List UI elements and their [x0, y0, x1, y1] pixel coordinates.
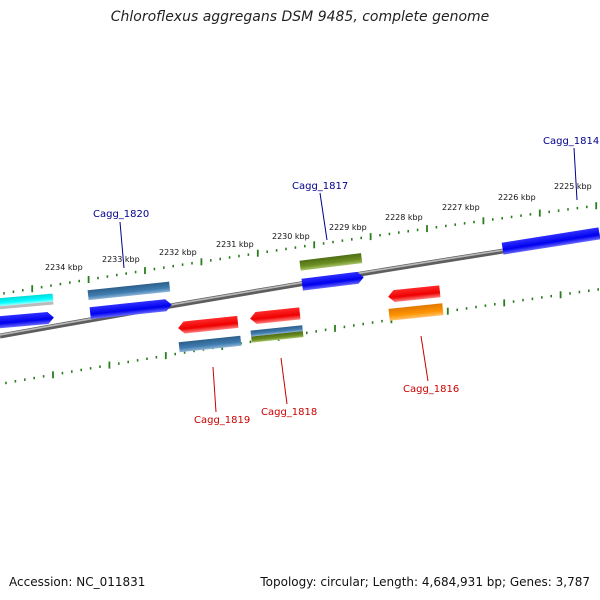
- feature-red-reverse-1818: [250, 307, 301, 324]
- outer-scale-ruler: [3, 202, 598, 295]
- feature-cagg-1818: [250, 325, 304, 343]
- reverse-features: [178, 285, 444, 353]
- scale-label-2228: 2228 kbp: [385, 213, 423, 222]
- feature-blue-forward-1820: [89, 299, 172, 320]
- gene-label-cagg-1814: Cagg_1814: [543, 136, 599, 147]
- feature-blue-forward-left: [0, 312, 54, 330]
- gene-label-cagg-1816: Cagg_1816: [403, 384, 459, 395]
- forward-features: [0, 227, 600, 330]
- scale-label-2230: 2230 kbp: [272, 232, 310, 241]
- feature-red-reverse-1819: [178, 315, 239, 334]
- scale-label-2229: 2229 kbp: [329, 223, 367, 232]
- scale-label-2232: 2232 kbp: [159, 248, 197, 257]
- scale-labels: 2234 kbp 2233 kbp 2232 kbp 2231 kbp 2230…: [45, 182, 592, 272]
- genome-summary-text: Topology: circular; Length: 4,684,931 bp…: [260, 575, 590, 589]
- feature-cagg-1817: [299, 253, 363, 271]
- gene-label-cagg-1820: Cagg_1820: [93, 209, 149, 220]
- map-title: Chloroflexus aggregans DSM 9485, complet…: [110, 9, 490, 25]
- gene-leader-lines: [119, 147, 578, 413]
- scale-label-2226: 2226 kbp: [498, 193, 536, 202]
- feature-cagg-1820: [87, 281, 171, 301]
- accession-text: Accession: NC_011831: [9, 575, 146, 589]
- feature-cagg-1816: [388, 303, 444, 321]
- scale-label-2227: 2227 kbp: [442, 203, 480, 212]
- scale-label-2231: 2231 kbp: [216, 240, 254, 249]
- feature-cagg-1819: [178, 335, 242, 353]
- feature-blue-forward-1817: [301, 271, 364, 291]
- gene-label-cagg-1817: Cagg_1817: [292, 181, 348, 192]
- feature-red-reverse-1816: [388, 285, 441, 303]
- gene-labels: Cagg_1814 Cagg_1817 Cagg_1820 Cagg_1819 …: [93, 136, 599, 426]
- gene-label-cagg-1818: Cagg_1818: [261, 407, 317, 418]
- gene-label-cagg-1819: Cagg_1819: [194, 415, 250, 426]
- feature-cagg-1814: [501, 227, 600, 255]
- scale-label-2225: 2225 kbp: [554, 182, 592, 191]
- feature-cyan-forward: [0, 293, 54, 311]
- scale-label-2234: 2234 kbp: [45, 263, 83, 272]
- scale-label-2233: 2233 kbp: [102, 255, 140, 264]
